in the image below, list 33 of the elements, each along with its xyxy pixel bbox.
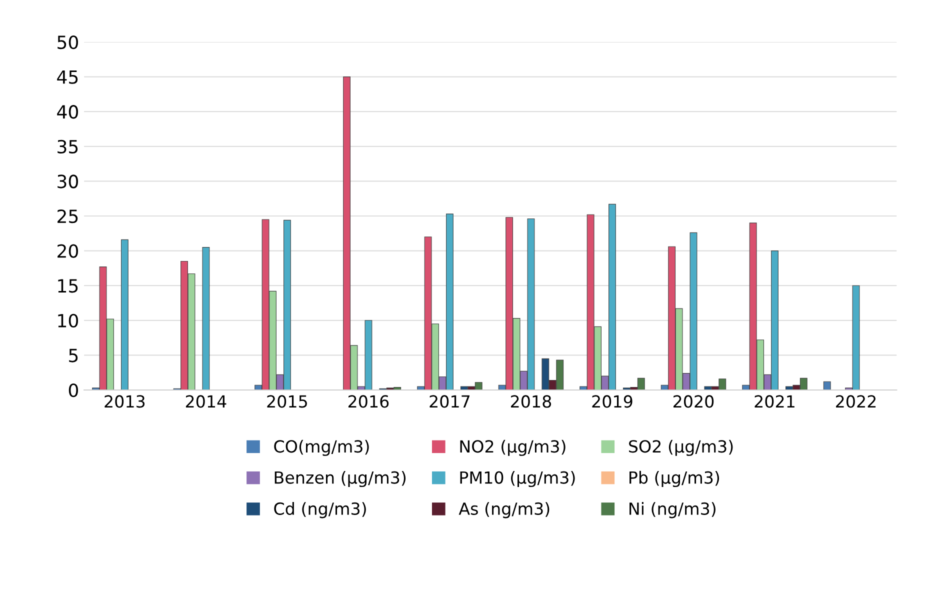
legend-label: Pb (µg/m3) xyxy=(630,470,720,488)
bar xyxy=(120,239,128,390)
x-tick-label: 2014 xyxy=(186,395,226,408)
legend-label: Benzen (µg/m3) xyxy=(274,470,406,488)
legend-label: Cd (ng/m3) xyxy=(274,502,366,518)
legend-label: PM10 (µg/m3) xyxy=(460,470,575,488)
legend-label: NO2 (µg/m3) xyxy=(460,440,566,456)
x-tick-label: 2016 xyxy=(348,395,389,408)
y-tick-label: 30 xyxy=(58,174,78,188)
y-tick-label: 40 xyxy=(57,105,78,119)
bar xyxy=(823,381,831,390)
legend-label: SO2 (µg/m3) xyxy=(628,440,733,456)
y-tick-label: 15 xyxy=(58,279,78,293)
y-tick-label: 0 xyxy=(68,383,78,398)
bar xyxy=(202,247,210,390)
x-tick-label: 2020 xyxy=(674,395,714,408)
x-tick-label: 2015 xyxy=(267,395,307,408)
legend-label: CO(mg/m3) xyxy=(274,440,369,456)
y-tick-label: 50 xyxy=(58,35,78,50)
x-tick-label: 2013 xyxy=(104,395,145,408)
x-tick-label: 2022 xyxy=(836,395,876,408)
y-tick-label: 25 xyxy=(58,209,78,224)
y-tick-label: 10 xyxy=(58,314,78,328)
x-tick-label: 2018 xyxy=(510,395,552,408)
legend-label: Ni (ng/m3) xyxy=(630,502,716,518)
y-tick-label: 35 xyxy=(58,140,78,154)
x-tick-label: 2019 xyxy=(592,395,632,408)
legend-label: As (ng/m3) xyxy=(458,502,550,518)
y-tick-label: 45 xyxy=(57,70,78,84)
x-tick-label: 2021 xyxy=(754,395,794,408)
y-tick-label: 20 xyxy=(58,244,78,258)
y-tick-label: 5 xyxy=(69,348,78,362)
x-tick-label: 2017 xyxy=(430,395,470,408)
